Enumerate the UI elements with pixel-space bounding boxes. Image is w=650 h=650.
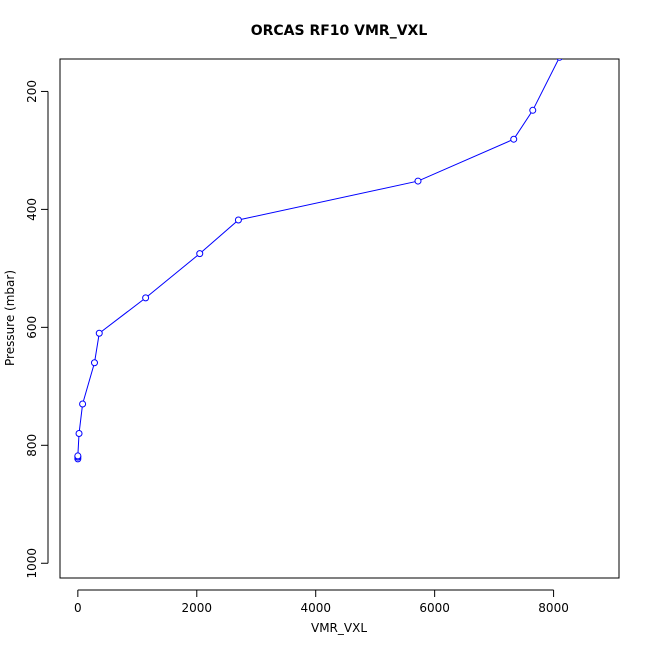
x-axis: 0 2000 4000 6000 8000 [74, 589, 569, 615]
data-point [142, 294, 150, 302]
data-point [196, 250, 204, 258]
x-axis-label: VMR_VXL [311, 621, 367, 635]
chart-title: ORCAS RF10 VMR_VXL [251, 23, 428, 39]
data-point [510, 135, 518, 143]
x-tick-label: 4000 [300, 601, 331, 615]
data-point [74, 452, 82, 460]
y-axis-label: Pressure (mbar) [3, 270, 17, 366]
data-point [234, 216, 242, 224]
y-axis: 200 400 600 800 1000 [25, 80, 49, 579]
y-tick-label: 1000 [25, 548, 39, 579]
data-point [556, 59, 563, 61]
y-tick-label: 800 [25, 434, 39, 457]
data-point [90, 359, 98, 367]
x-tick-label: 6000 [419, 601, 450, 615]
y-tick-label: 200 [25, 80, 39, 103]
data-point [95, 329, 103, 337]
y-tick-label: 600 [25, 316, 39, 339]
x-tick-label: 2000 [182, 601, 213, 615]
x-tick-label: 8000 [538, 601, 569, 615]
y-tick-label: 400 [25, 198, 39, 221]
plot-area [59, 58, 620, 579]
series-line [77, 59, 560, 459]
series-layer [74, 59, 563, 463]
data-point [529, 106, 537, 114]
data-point [75, 430, 83, 438]
x-tick-label: 0 [74, 601, 82, 615]
data-point [79, 400, 87, 408]
data-point [414, 177, 422, 185]
